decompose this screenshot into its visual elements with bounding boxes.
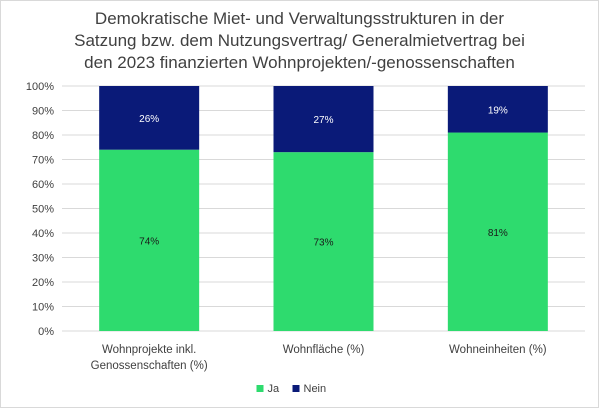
data-label: 27% [313, 115, 333, 126]
y-tick-label: 90% [32, 106, 54, 118]
bar-nein [273, 86, 374, 153]
y-tick-label: 0% [38, 326, 54, 338]
y-tick-label: 40% [32, 228, 54, 240]
x-category-label: Wohneinheiten (%) [449, 344, 547, 356]
x-category-label: Wohnprojekte inkl. [102, 344, 196, 356]
x-category-label: Genossenschaften (%) [91, 360, 208, 372]
legend-swatch-ja [256, 385, 264, 392]
legend-label-nein: Nein [304, 383, 327, 395]
bar-nein [447, 86, 548, 133]
bar-ja [447, 132, 548, 331]
data-label: 81% [488, 228, 508, 239]
chart-title-line-3: den 2023 finanzierten Wohnprojekten/-gen… [84, 53, 515, 72]
y-tick-label: 80% [32, 130, 54, 142]
legend-swatch-nein [292, 385, 300, 392]
y-tick-label: 60% [32, 179, 54, 191]
y-tick-label: 10% [32, 302, 54, 314]
bar-ja [273, 152, 374, 331]
chart-title-line-2: Satzung bzw. dem Nutzungsvertrag/ Genera… [74, 31, 525, 50]
x-category-label: Wohnfläche (%) [283, 344, 365, 356]
bar-nein [99, 86, 200, 150]
y-tick-label: 100% [26, 81, 54, 93]
bar-ja [99, 149, 200, 331]
chart-title: Demokratische Miet- und Verwaltungsstruk… [0, 8, 599, 74]
chart-title-line-1: Demokratische Miet- und Verwaltungsstruk… [94, 9, 505, 28]
legend-label-ja: Ja [268, 383, 281, 395]
y-tick-label: 30% [32, 253, 54, 265]
data-label: 74% [139, 236, 159, 247]
data-label: 19% [488, 105, 508, 116]
data-label: 73% [313, 238, 333, 249]
data-label: 26% [139, 114, 159, 125]
y-tick-label: 70% [32, 155, 54, 167]
y-tick-label: 50% [32, 204, 54, 216]
y-tick-label: 20% [32, 277, 54, 289]
